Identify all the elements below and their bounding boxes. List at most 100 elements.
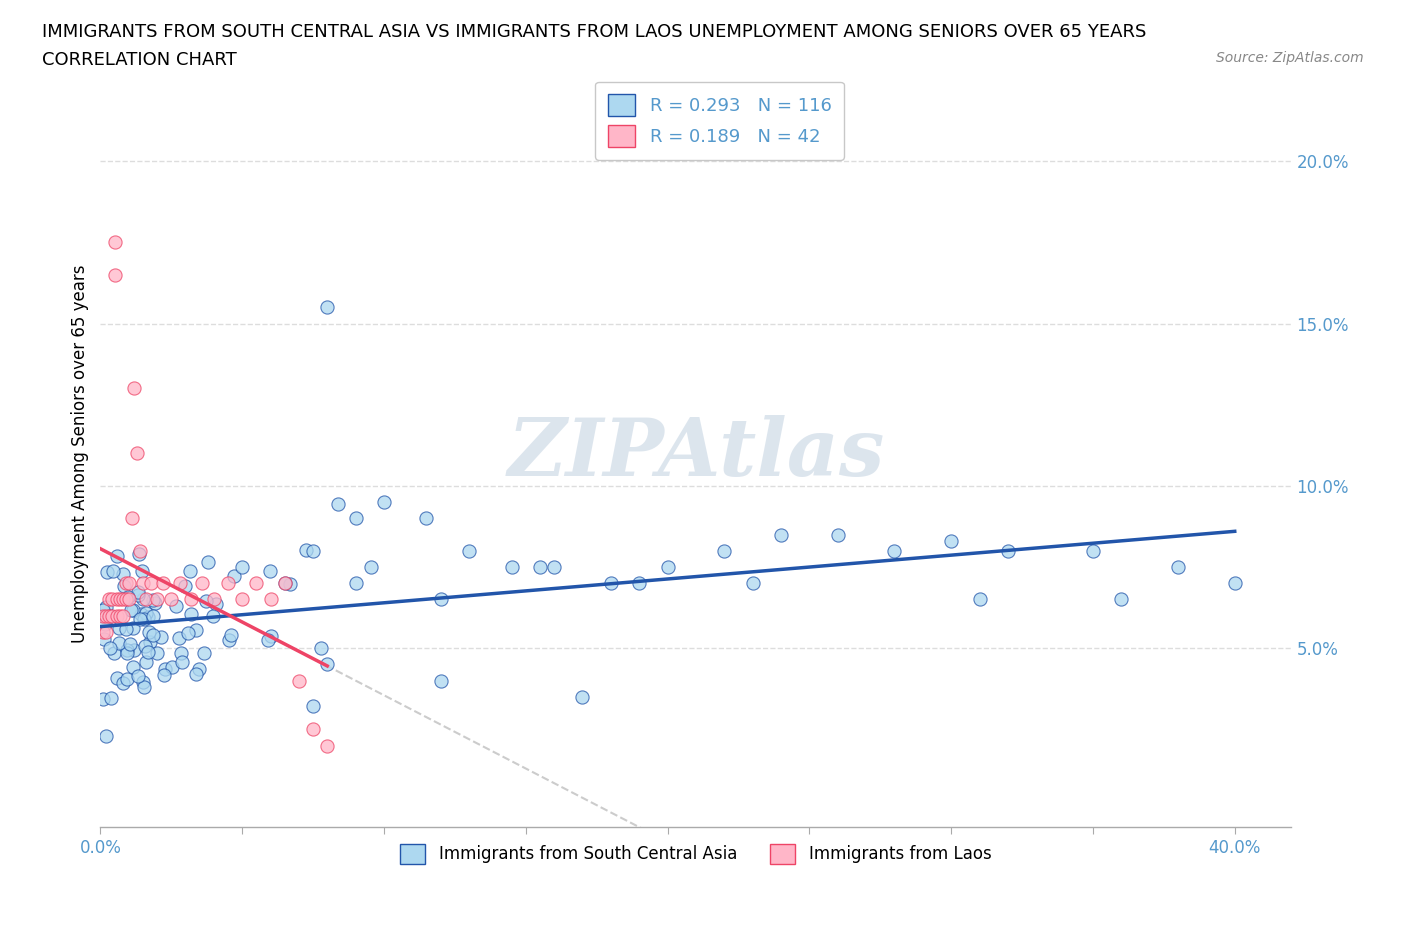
- Point: [128, 547, 150, 562]
- Point: [149, 630, 172, 644]
- Point: [142, 628, 165, 643]
- Point: [112, 608, 135, 623]
- Point: [167, 631, 190, 645]
- Point: [204, 596, 226, 611]
- Point: [115, 671, 138, 686]
- Point: [152, 576, 174, 591]
- Point: [121, 511, 143, 525]
- Point: [160, 592, 183, 607]
- Point: [132, 612, 155, 627]
- Point: [1223, 576, 1246, 591]
- Point: [146, 592, 169, 607]
- Point: [1081, 543, 1104, 558]
- Point: [939, 534, 962, 549]
- Point: [599, 576, 621, 591]
- Point: [120, 603, 142, 618]
- Point: [302, 698, 325, 713]
- Point: [97, 592, 120, 607]
- Point: [344, 576, 367, 591]
- Point: [93, 631, 115, 646]
- Text: Source: ZipAtlas.com: Source: ZipAtlas.com: [1216, 51, 1364, 65]
- Point: [997, 543, 1019, 558]
- Point: [97, 608, 120, 623]
- Point: [114, 622, 136, 637]
- Point: [883, 543, 905, 558]
- Point: [108, 620, 131, 635]
- Point: [218, 632, 240, 647]
- Point: [132, 576, 155, 591]
- Point: [142, 592, 165, 607]
- Point: [316, 738, 339, 753]
- Point: [202, 592, 225, 607]
- Point: [145, 645, 167, 660]
- Point: [138, 634, 160, 649]
- Point: [98, 641, 121, 656]
- Point: [115, 592, 138, 607]
- Point: [195, 593, 218, 608]
- Point: [117, 590, 139, 604]
- Point: [170, 645, 193, 660]
- Point: [231, 592, 253, 607]
- Point: [118, 576, 141, 591]
- Point: [112, 675, 135, 690]
- Point: [219, 628, 242, 643]
- Point: [180, 606, 202, 621]
- Point: [302, 722, 325, 737]
- Point: [193, 645, 215, 660]
- Point: [132, 674, 155, 689]
- Point: [127, 668, 149, 683]
- Point: [91, 692, 114, 707]
- Point: [165, 599, 187, 614]
- Point: [103, 645, 125, 660]
- Point: [224, 568, 246, 583]
- Point: [136, 644, 159, 659]
- Point: [105, 592, 128, 607]
- Point: [628, 576, 651, 591]
- Point: [122, 603, 145, 618]
- Point: [186, 666, 208, 681]
- Point: [429, 592, 451, 607]
- Point: [316, 657, 339, 671]
- Point: [103, 235, 125, 250]
- Point: [173, 578, 195, 593]
- Point: [105, 671, 128, 685]
- Point: [124, 643, 146, 658]
- Point: [127, 446, 149, 461]
- Point: [969, 592, 991, 607]
- Point: [257, 633, 280, 648]
- Point: [302, 543, 325, 558]
- Point: [122, 659, 145, 674]
- Point: [278, 576, 301, 591]
- Point: [827, 527, 849, 542]
- Point: [105, 549, 128, 564]
- Point: [96, 565, 118, 579]
- Point: [180, 592, 202, 607]
- Point: [1167, 560, 1189, 575]
- Point: [129, 543, 152, 558]
- Point: [309, 641, 332, 656]
- Text: ZIPAtlas: ZIPAtlas: [508, 415, 884, 492]
- Point: [245, 576, 267, 591]
- Point: [115, 646, 138, 661]
- Point: [155, 661, 177, 676]
- Point: [108, 592, 131, 607]
- Point: [118, 592, 141, 607]
- Point: [458, 543, 481, 558]
- Point: [169, 576, 191, 591]
- Point: [111, 566, 134, 581]
- Point: [571, 689, 593, 704]
- Point: [100, 609, 122, 624]
- Point: [136, 609, 159, 624]
- Point: [142, 608, 165, 623]
- Point: [153, 668, 176, 683]
- Point: [543, 560, 565, 575]
- Point: [186, 623, 208, 638]
- Point: [713, 543, 735, 558]
- Point: [114, 579, 136, 594]
- Y-axis label: Unemployment Among Seniors over 65 years: Unemployment Among Seniors over 65 years: [72, 264, 89, 643]
- Point: [360, 559, 382, 574]
- Point: [94, 617, 117, 631]
- Point: [135, 605, 157, 620]
- Point: [94, 625, 117, 640]
- Point: [112, 592, 135, 607]
